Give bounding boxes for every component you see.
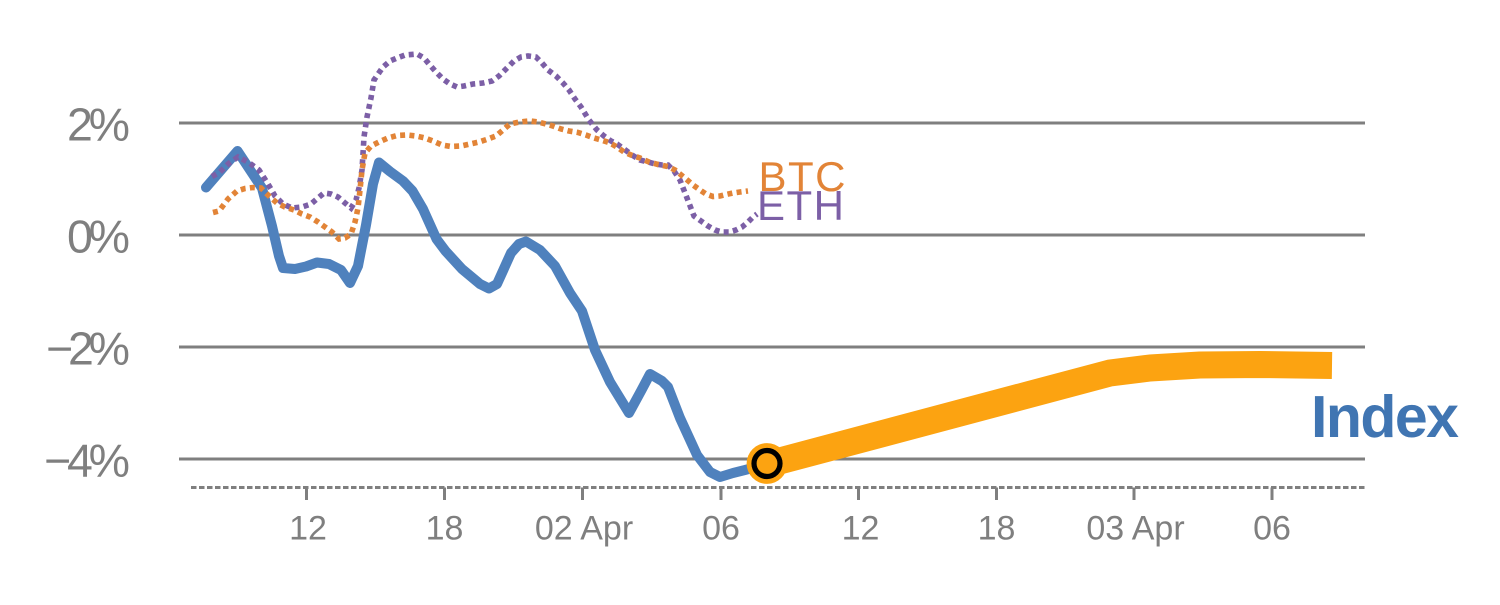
svg-text:−2%: −2% <box>46 323 130 375</box>
svg-text:BTC: BTC <box>759 153 846 200</box>
svg-text:−4%: −4% <box>44 435 130 487</box>
svg-text:03 Apr: 03 Apr <box>1086 510 1184 548</box>
svg-text:06: 06 <box>702 510 740 548</box>
svg-text:18: 18 <box>426 510 464 548</box>
svg-text:ETH: ETH <box>757 182 844 229</box>
svg-text:2%: 2% <box>67 99 130 151</box>
svg-text:12: 12 <box>289 510 327 548</box>
svg-text:06: 06 <box>1253 510 1291 548</box>
svg-text:18: 18 <box>978 510 1016 548</box>
svg-text:0%: 0% <box>67 211 130 263</box>
svg-text:02 Apr: 02 Apr <box>535 510 633 548</box>
svg-text:12: 12 <box>842 510 880 548</box>
svg-text:Index: Index <box>1311 384 1459 450</box>
